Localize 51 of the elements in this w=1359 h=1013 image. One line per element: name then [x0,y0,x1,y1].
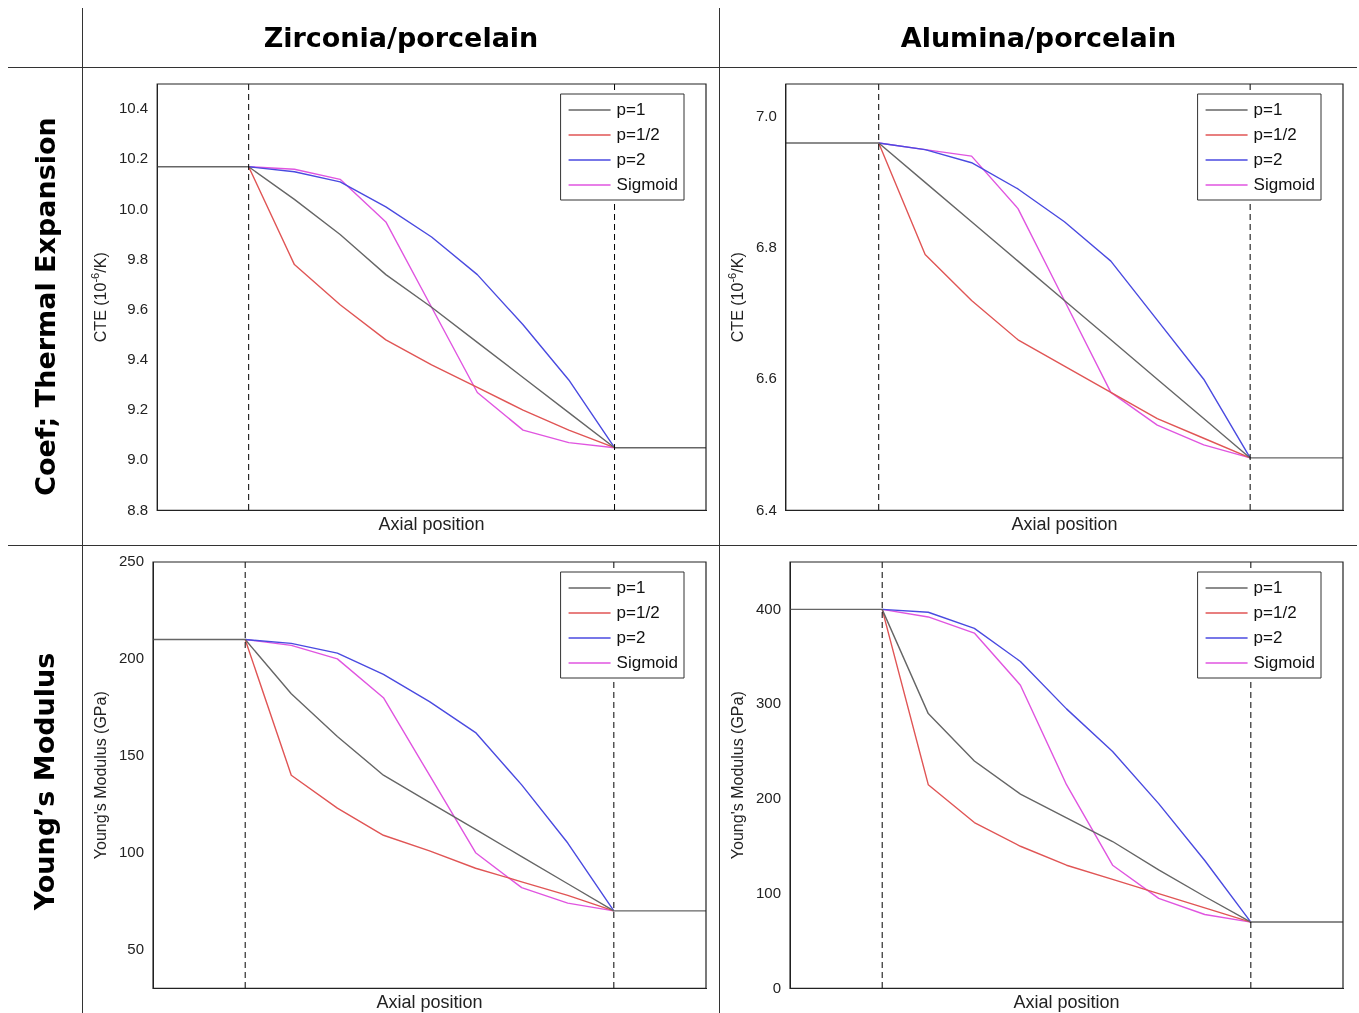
legend-label: p=1 [1253,577,1283,597]
y-tick-label: 250 [119,552,145,570]
x-axis-title: Axial position [376,992,483,1013]
y-tick-label: 9.8 [127,249,149,267]
y-tick-label: 9.2 [127,400,149,418]
y-tick-label: 200 [756,789,782,807]
legend-label: p=2 [1253,149,1283,169]
y-tick-label: 200 [119,649,145,667]
text: Coef; Thermal Expansion [29,117,61,496]
y-tick-label: 50 [127,939,145,957]
chart-title: Zirconia/porcelain [263,22,539,53]
legend-label: Sigmoid [616,174,678,194]
y-tick-label: 10.4 [118,99,149,117]
legend-label: p=2 [1253,627,1283,647]
legend-label: p=1 [616,99,646,119]
y-tick-label: 0 [772,978,782,996]
x-axis-title: Axial position [1011,514,1118,535]
y-axis-title: Young's Modulus (GPa) [729,691,747,860]
y-tick-label: 9.0 [127,450,149,468]
y-tick-label: 9.6 [127,299,149,317]
legend-label: p=2 [616,627,646,647]
chart-title: Alumina/porcelain [900,22,1177,53]
x-axis-title: Axial position [1013,992,1120,1013]
y-axis-title: CTE (10-6/K) [726,252,747,343]
y-tick-label: 10.2 [118,149,149,167]
y-tick-label: 7.0 [755,106,777,124]
y-tick-label: 300 [756,694,782,712]
legend-label: p=2 [616,149,646,169]
y-axis-title: Young's Modulus (GPa) [92,691,110,860]
y-tick-label: 6.6 [755,369,777,387]
y-tick-label: 6.4 [755,500,777,518]
y-tick-label: 100 [119,842,145,860]
legend-label: p=1/2 [1253,602,1297,622]
x-axis-title: Axial position [378,514,485,535]
y-tick-label: 100 [756,883,782,901]
text: Young’s Modulus [29,652,61,910]
y-tick-label: 150 [119,745,145,763]
y-axis-title: CTE (10-6/K) [89,252,110,343]
legend-label: p=1/2 [616,124,660,144]
y-tick-label: 8.8 [127,500,149,518]
legend-label: Sigmoid [1253,652,1315,672]
y-tick-label: 400 [756,599,782,617]
legend-label: p=1/2 [616,602,660,622]
legend-label: Sigmoid [1253,174,1315,194]
legend-label: Sigmoid [616,652,678,672]
legend-label: p=1 [1253,99,1283,119]
legend-label: p=1/2 [1253,124,1297,144]
legend-label: p=1 [616,577,646,597]
y-tick-label: 6.8 [755,238,777,256]
y-tick-label: 9.4 [127,350,149,368]
y-tick-label: 10.0 [118,199,149,217]
